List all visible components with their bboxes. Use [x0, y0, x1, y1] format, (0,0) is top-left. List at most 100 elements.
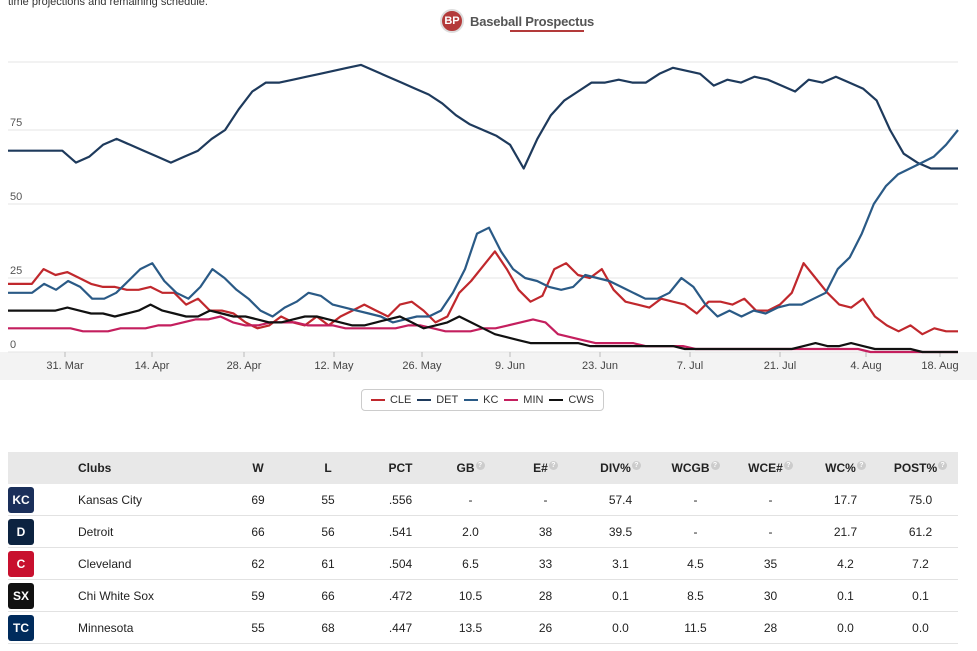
stat-post: 61.2 — [883, 515, 958, 548]
legend-item-min[interactable]: MIN — [504, 394, 543, 406]
stat-w: 55 — [228, 611, 288, 644]
stat-e: 26 — [508, 611, 583, 644]
series-line-det[interactable] — [8, 63, 958, 170]
series-line-kc[interactable] — [8, 129, 959, 324]
stat-gb: 2.0 — [433, 515, 508, 548]
x-tick-label: 9. Jun — [495, 360, 525, 372]
table-row: C Cleveland 62 61.504 6.5 33 3.1 4.5 35 4.2 7.2 — [8, 547, 958, 580]
help-icon[interactable]: ? — [548, 461, 558, 470]
table-header-row: Clubs W L PCT GB? E#? DIV%? WCGB? WCE#? … — [8, 452, 958, 484]
help-icon[interactable]: ? — [631, 461, 641, 470]
legend-item-det[interactable]: DET — [417, 394, 458, 406]
y-tick-label: 75 — [10, 117, 22, 129]
stat-gb: 13.5 — [433, 611, 508, 644]
stat-pct: .504 — [368, 547, 433, 580]
series-line-cws[interactable] — [8, 303, 958, 354]
team-logo[interactable]: TC — [8, 614, 34, 641]
team-logo[interactable]: KC — [8, 486, 34, 513]
legend-item-cle[interactable]: CLE — [370, 394, 412, 406]
help-icon[interactable]: ? — [783, 461, 793, 470]
series-line-cle[interactable] — [8, 250, 958, 336]
stat-wc: 4.2 — [808, 547, 883, 580]
col-w: W — [228, 452, 288, 484]
team-logo[interactable]: D — [8, 518, 34, 545]
help-icon[interactable]: ? — [710, 461, 720, 470]
stat-div: 39.5 — [583, 515, 658, 548]
stat-wcgb: 11.5 — [658, 611, 733, 644]
brand-badge: BP — [440, 9, 464, 33]
stat-wc: 21.7 — [808, 515, 883, 548]
legend-label: CWS — [568, 394, 595, 406]
stat-l: 66 — [288, 579, 368, 612]
legend-swatch — [417, 399, 432, 401]
stat-wcgb: 4.5 — [658, 547, 733, 580]
col-wce[interactable]: WCE#? — [733, 452, 808, 484]
col-div[interactable]: DIV%? — [583, 452, 658, 484]
table-row: KC Kansas City 69 55.556- -57.4- -17.7 75.0 — [8, 484, 958, 516]
stat-pct: .447 — [368, 611, 433, 644]
brand-underline — [510, 30, 584, 32]
intro-text: time projections and remaining schedule. — [8, 0, 208, 8]
col-div-label: DIV% — [600, 461, 631, 475]
stat-wce: - — [733, 515, 808, 548]
table-row: SX Chi White Sox 59 66.472 10.5 28 0.1 8.5 30 0.1… — [8, 579, 958, 612]
stat-wc: 17.7 — [808, 484, 883, 516]
stat-wc: 0.1 — [808, 579, 883, 612]
stat-wce: - — [733, 484, 808, 516]
col-l: L — [288, 452, 368, 484]
legend-label: MIN — [523, 394, 544, 406]
team-logo-cell: D — [8, 515, 78, 548]
col-post[interactable]: POST%? — [883, 452, 958, 484]
table-row: TC Minnesota 55 68.447 13.5 26 0.0 11.5 28 0.0 0.0 — [8, 611, 958, 644]
team-logo[interactable]: C — [8, 550, 34, 577]
stat-wcgb: - — [658, 515, 733, 548]
team-logo-cell: KC — [8, 484, 78, 516]
x-tick-label: 23. Jun — [582, 360, 618, 372]
stat-w: 66 — [228, 515, 288, 548]
team-name[interactable]: Minnesota — [78, 611, 228, 644]
stat-l: 56 — [288, 515, 368, 548]
legend-swatch — [549, 399, 564, 401]
help-icon[interactable]: ? — [475, 461, 485, 470]
team-name[interactable]: Chi White Sox — [78, 579, 228, 612]
stat-div: 3.1 — [583, 547, 658, 580]
legend-item-cws[interactable]: CWS — [549, 394, 594, 406]
legend-item-kc[interactable]: KC — [464, 394, 498, 406]
stat-wce: 35 — [733, 547, 808, 580]
logo-header — [8, 452, 78, 484]
x-axis-band — [0, 352, 977, 380]
legend-swatch — [370, 399, 385, 401]
col-clubs: Clubs — [78, 452, 228, 484]
help-icon[interactable]: ? — [856, 461, 866, 470]
series-line-min[interactable] — [8, 315, 958, 354]
team-logo[interactable]: SX — [8, 582, 34, 609]
stat-l: 55 — [288, 484, 368, 516]
help-icon[interactable]: ? — [938, 461, 948, 470]
legend-swatch — [504, 399, 519, 401]
y-tick-label: 0 — [10, 339, 16, 351]
stat-post: 0.0 — [883, 611, 958, 644]
y-tick-label: 50 — [10, 191, 22, 203]
x-tick-label: 4. Aug — [850, 360, 881, 372]
stat-e: 38 — [508, 515, 583, 548]
col-wc-label: WC% — [825, 461, 856, 475]
x-tick-label: 21. Jul — [764, 360, 796, 372]
stat-pct: .556 — [368, 484, 433, 516]
x-tick-label: 14. Apr — [135, 360, 170, 372]
col-gb[interactable]: GB? — [433, 452, 508, 484]
team-name[interactable]: Kansas City — [78, 484, 228, 516]
legend-label: CLE — [389, 394, 412, 406]
col-wc[interactable]: WC%? — [808, 452, 883, 484]
x-tick-label: 7. Jul — [677, 360, 703, 372]
team-name[interactable]: Cleveland — [78, 547, 228, 580]
col-e[interactable]: E#? — [508, 452, 583, 484]
col-wcgb[interactable]: WCGB? — [658, 452, 733, 484]
brand-logo[interactable]: BP Baseball Prospectus — [440, 6, 594, 36]
stat-wce: 28 — [733, 611, 808, 644]
team-name[interactable]: Detroit — [78, 515, 228, 548]
stat-div: 57.4 — [583, 484, 658, 516]
col-e-label: E# — [533, 461, 548, 475]
team-logo-cell: C — [8, 547, 78, 580]
stat-post: 75.0 — [883, 484, 958, 516]
stat-wce: 30 — [733, 579, 808, 612]
